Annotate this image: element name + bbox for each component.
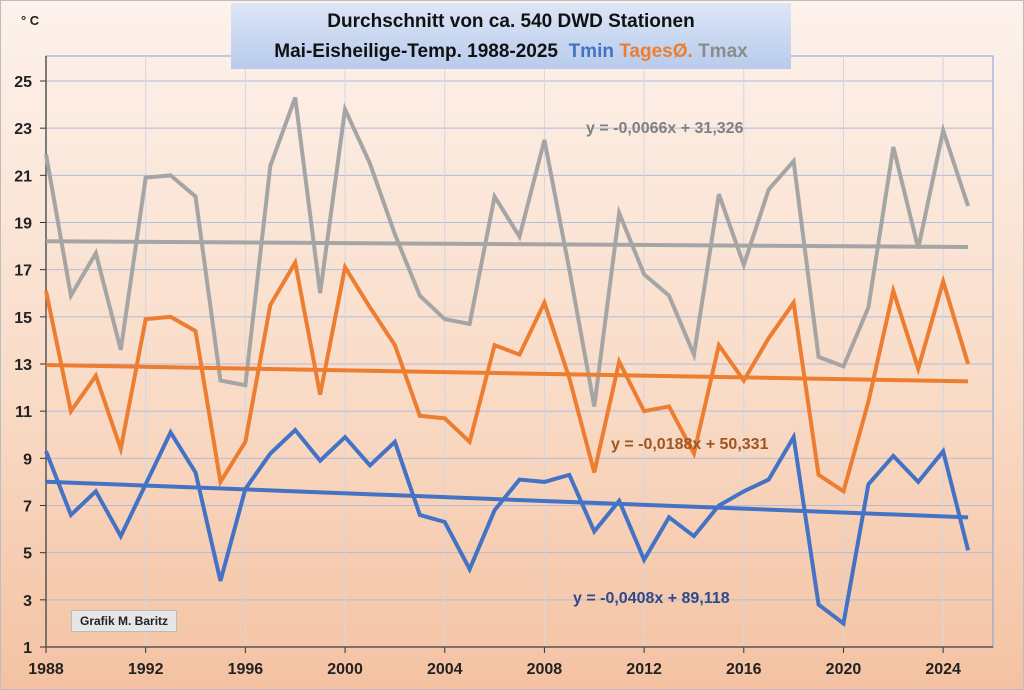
xtick-label: 1992 — [128, 661, 164, 678]
ytick-label: 13 — [14, 357, 32, 374]
ytick-label: 9 — [23, 451, 32, 468]
ytick-label: 1 — [23, 640, 32, 657]
ytick-label: 15 — [14, 310, 32, 327]
xtick-label: 1988 — [28, 661, 64, 678]
xtick-label: 2012 — [626, 661, 662, 678]
trend-label-tmin: y = -0,0408x + 89,118 — [573, 590, 730, 607]
ytick-label: 25 — [14, 74, 32, 91]
legend-tages: TagesØ. — [619, 41, 693, 62]
title-line2: Mai-Eisheilige-Temp. 1988-2025 — [274, 41, 558, 62]
xtick-label: 2020 — [826, 661, 862, 678]
xtick-label: 2016 — [726, 661, 762, 678]
ytick-label: 23 — [14, 121, 32, 138]
xtick-label: 2024 — [925, 661, 961, 678]
credit-label: Grafik M. Baritz — [71, 610, 178, 632]
ytick-label: 11 — [15, 404, 32, 421]
series-line-tmin — [44, 427, 971, 627]
series-line-tmax — [44, 96, 970, 407]
chart-title: Durchschnitt von ca. 540 DWD Stationen M… — [231, 3, 791, 69]
ytick-label: 21 — [14, 168, 32, 185]
xtick-label: 1996 — [228, 661, 264, 678]
ytick-label: 5 — [23, 546, 32, 563]
xtick-label: 2000 — [327, 661, 363, 678]
ytick-label: 19 — [14, 216, 32, 233]
ytick-label: 17 — [14, 263, 32, 280]
trend-line-tmax — [45, 239, 969, 250]
title-line2-row: Mai-Eisheilige-Temp. 1988-2025 Tmin Tage… — [231, 37, 791, 67]
legend-tmax: Tmax — [698, 41, 748, 62]
legend-tmin: Tmin — [568, 41, 614, 62]
trend-line-tages — [45, 363, 969, 384]
xtick-label: 2004 — [427, 661, 463, 678]
y-axis-label: ° C — [21, 13, 40, 28]
trend-line-tmin — [45, 479, 969, 520]
trend-label-tages: y = -0,0188x + 50,331 — [611, 436, 769, 453]
trend-label-tmax: y = -0,0066x + 31,326 — [586, 120, 744, 137]
title-line1: Durchschnitt von ca. 540 DWD Stationen — [327, 11, 695, 32]
ytick-label: 3 — [23, 593, 32, 610]
series-line-tages — [44, 256, 970, 495]
ytick-label: 7 — [23, 499, 32, 516]
xtick-label: 2008 — [527, 661, 563, 678]
